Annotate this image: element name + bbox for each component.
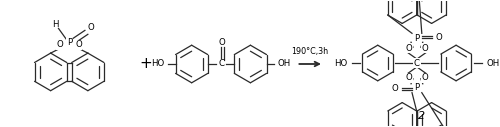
Text: 2: 2 [418,111,426,121]
Text: O: O [218,38,226,47]
Text: OH: OH [486,59,500,68]
Text: +: + [140,55,152,70]
Text: P: P [414,83,420,92]
Text: O: O [422,73,428,82]
Text: O: O [406,73,412,82]
Text: O: O [88,23,94,32]
Text: O: O [75,40,82,49]
Text: O: O [422,44,428,53]
Text: C: C [218,59,224,68]
Text: C: C [414,59,420,68]
Text: O: O [406,44,412,53]
Text: HO: HO [334,59,347,68]
Text: 190°C,3h: 190°C,3h [292,47,329,56]
Text: P: P [66,38,72,47]
Text: O: O [56,40,64,49]
Text: O: O [435,33,442,42]
Text: H: H [52,20,59,29]
Text: O: O [392,84,398,93]
Text: HO: HO [152,59,164,68]
Text: OH: OH [278,59,291,68]
Text: P: P [414,34,420,43]
